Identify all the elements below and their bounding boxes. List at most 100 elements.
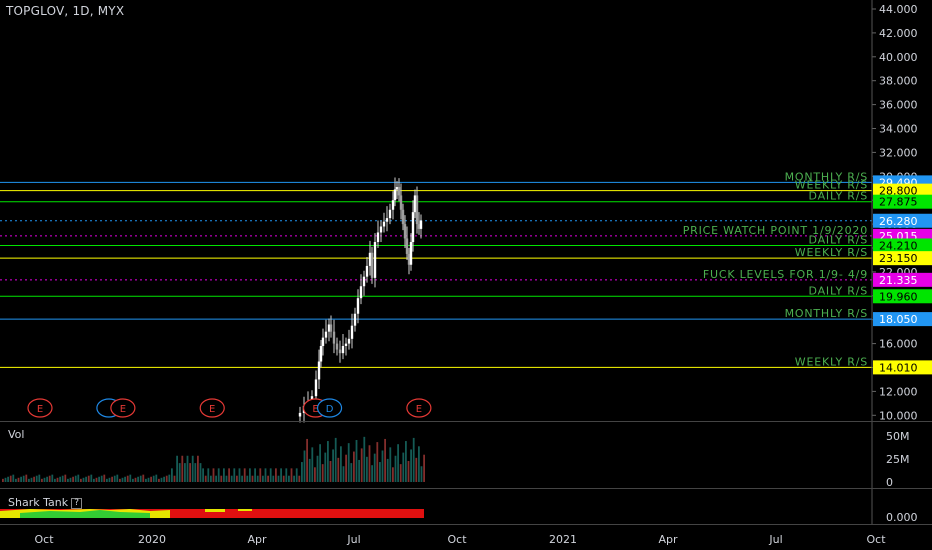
symbol-title[interactable]: TOPGLOV, 1D, MYX [6, 4, 125, 18]
volume-bar [303, 450, 306, 482]
volume-bar [243, 468, 246, 482]
volume-bar [366, 456, 368, 482]
volume-bar [241, 475, 243, 482]
volume-bar [264, 468, 267, 482]
volume-bar [69, 477, 72, 482]
volume-bar [373, 453, 376, 482]
volume-bar [321, 464, 324, 482]
time-tick-label: Oct [447, 533, 467, 546]
volume-bar [7, 476, 9, 482]
candle-body [403, 224, 407, 239]
price-level-value: 27.875 [879, 196, 918, 209]
volume-bar [363, 436, 366, 482]
volume-bar [402, 452, 405, 482]
volume-bar [392, 467, 394, 482]
candle-body [359, 286, 363, 299]
earnings-marker[interactable]: E [27, 398, 53, 418]
volume-bar [25, 474, 28, 482]
volume-bar [329, 461, 332, 482]
volume-bar [184, 463, 186, 482]
earnings-marker[interactable]: E [406, 398, 432, 418]
price-tick-label: 16.000 [879, 338, 918, 351]
level-label: WEEKLY R/S [795, 246, 868, 259]
candle-body [341, 345, 345, 354]
volume-bar [129, 474, 132, 482]
volume-bar [158, 478, 160, 482]
question-icon[interactable]: ? [71, 498, 83, 509]
dividend-marker[interactable]: D [316, 398, 343, 418]
volume-bar [98, 476, 100, 482]
volume-bar [355, 440, 358, 482]
volume-bar [202, 468, 204, 482]
volume-bar [337, 457, 340, 482]
level-lines[interactable] [0, 181, 872, 368]
volume-bar [399, 464, 402, 482]
volume-bar [61, 475, 64, 482]
candle-body [382, 221, 386, 227]
candle-body [395, 187, 399, 190]
time-axis[interactable]: Oct 2020 Apr Jul Oct 2021 Apr Jul Oct [34, 533, 886, 546]
volume-bar [207, 468, 210, 482]
volume-bar [134, 477, 137, 482]
volume-bar [347, 443, 350, 482]
price-level-tag [873, 213, 932, 228]
earnings-marker[interactable]: E [110, 398, 136, 418]
volume-bar [181, 455, 184, 482]
volume-bar [121, 477, 124, 482]
volume-bar [51, 474, 54, 482]
time-tick-label: Oct [34, 533, 54, 546]
volume-bar [407, 461, 410, 482]
volume-bar [90, 474, 93, 482]
pane-separators[interactable] [0, 0, 932, 525]
volume-bar [212, 468, 215, 482]
volume-bar [100, 475, 103, 482]
volume-bar [191, 455, 194, 482]
price-level-tag [873, 238, 932, 253]
shark-tank-pane [0, 509, 424, 518]
price-level-tag [873, 289, 932, 304]
volume-bar [197, 455, 199, 482]
level-label: PRICE WATCH POINT 1/9/2020 [683, 224, 868, 237]
event-letter: D [326, 404, 334, 415]
volume-bar [9, 475, 12, 482]
volume-bar [147, 477, 150, 482]
volume-bar [415, 457, 418, 482]
volume-bar [340, 446, 342, 482]
volume-bar [293, 475, 295, 482]
candle-body [362, 276, 366, 287]
candle-body [407, 253, 411, 265]
volume-bar [171, 468, 173, 482]
volume-bar [48, 475, 51, 482]
volume-bar [288, 475, 290, 482]
candle-body [409, 242, 413, 265]
volume-bar [327, 441, 329, 482]
volume-bar [85, 476, 87, 482]
volume-bar [285, 468, 288, 482]
candle-body [338, 349, 342, 354]
price-level-tag [873, 272, 932, 287]
candle-body [379, 226, 383, 233]
volume-bar [397, 444, 399, 482]
volume-bar [275, 468, 277, 482]
volume-bar [298, 475, 301, 482]
volume-bar [35, 475, 38, 482]
event-letter: E [416, 404, 422, 415]
price-level-tag [873, 360, 932, 375]
candle-body [347, 338, 351, 344]
candle-body [385, 218, 389, 222]
volume-bar [126, 475, 129, 482]
volume-bar [64, 474, 67, 482]
volume-bar [379, 462, 381, 482]
volume-bar [262, 475, 264, 482]
volume-bar [59, 476, 61, 482]
volume-bar [220, 475, 223, 482]
earnings-marker[interactable]: E [199, 398, 225, 418]
volume-tick-label: 0 [886, 476, 893, 489]
volume-bar [324, 452, 327, 482]
volume-bar [314, 467, 316, 482]
price-level-value: 14.010 [879, 361, 918, 374]
price-axis[interactable]: 44.000 42.000 40.000 38.000 36.000 34.000 32.0… [872, 3, 918, 422]
time-tick-label: Oct [866, 533, 886, 546]
